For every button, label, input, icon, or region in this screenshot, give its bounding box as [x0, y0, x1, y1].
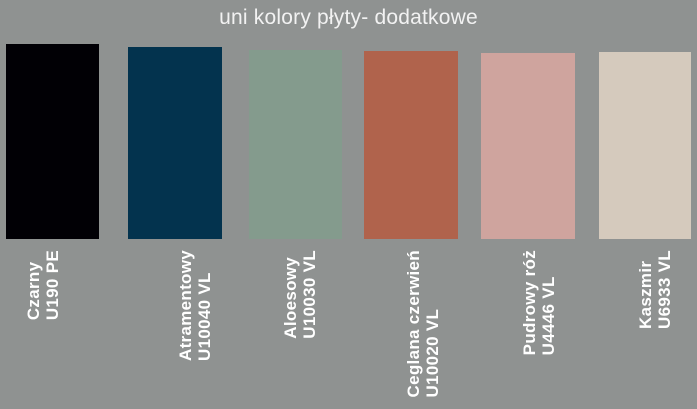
swatch-label: Aloesowy U10030 VL	[281, 250, 319, 339]
color-swatch[interactable]	[6, 44, 99, 239]
color-swatch[interactable]	[481, 53, 575, 239]
swatch-label: Kaszmir U6933 VL	[636, 250, 674, 329]
color-swatch[interactable]	[128, 47, 222, 239]
swatch-color-code: U10040 VL	[195, 272, 214, 361]
swatch-label: Atramentowy U10040 VL	[176, 250, 214, 361]
color-swatch[interactable]	[364, 51, 458, 239]
swatch-color-code: U4446 VL	[539, 276, 558, 356]
swatch-color-code: U190 PE	[43, 250, 62, 321]
swatch-label: Pudrowy róż U4446 VL	[520, 250, 558, 355]
page-title: uni kolory płyty- dodatkowe	[219, 6, 478, 29]
swatch-color-name: Aloesowy	[281, 256, 300, 339]
color-swatch[interactable]	[249, 50, 342, 239]
swatch-color-name: Ceglana czerwień	[404, 250, 423, 398]
swatch-label: Ceglana czerwień U10020 VL	[404, 250, 442, 397]
swatch-label: Czarny U190 PE	[24, 250, 62, 320]
swatch-color-name: Pudrowy róż	[520, 250, 539, 356]
swatch-color-name: Kaszmir	[636, 260, 655, 329]
swatch-color-code: U6933 VL	[655, 250, 674, 329]
color-swatch[interactable]	[599, 52, 691, 239]
swatch-color-name: Czarny	[24, 261, 43, 321]
swatch-color-code: U10020 VL	[423, 308, 442, 398]
swatch-color-name: Atramentowy	[176, 250, 195, 361]
swatch-color-code: U10030 VL	[300, 250, 319, 339]
